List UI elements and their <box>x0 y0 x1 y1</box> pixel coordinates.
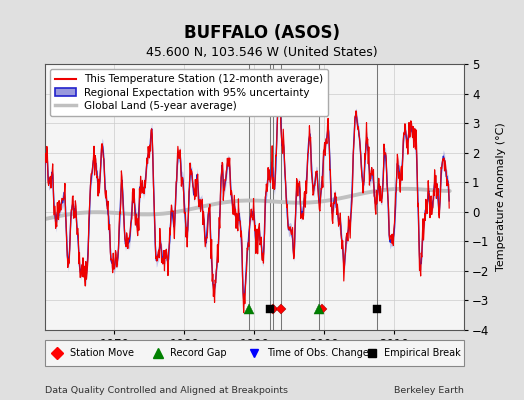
Text: Time of Obs. Change: Time of Obs. Change <box>267 348 368 358</box>
Text: Station Move: Station Move <box>70 348 134 358</box>
Text: Data Quality Controlled and Aligned at Breakpoints: Data Quality Controlled and Aligned at B… <box>45 386 288 395</box>
Y-axis label: Temperature Anomaly (°C): Temperature Anomaly (°C) <box>496 123 506 271</box>
Legend: This Temperature Station (12-month average), Regional Expectation with 95% uncer: This Temperature Station (12-month avera… <box>50 69 329 116</box>
Text: Empirical Break: Empirical Break <box>384 348 461 358</box>
Text: 45.600 N, 103.546 W (United States): 45.600 N, 103.546 W (United States) <box>146 46 378 59</box>
Text: Record Gap: Record Gap <box>170 348 227 358</box>
Text: BUFFALO (ASOS): BUFFALO (ASOS) <box>184 24 340 42</box>
Text: Berkeley Earth: Berkeley Earth <box>394 386 464 395</box>
